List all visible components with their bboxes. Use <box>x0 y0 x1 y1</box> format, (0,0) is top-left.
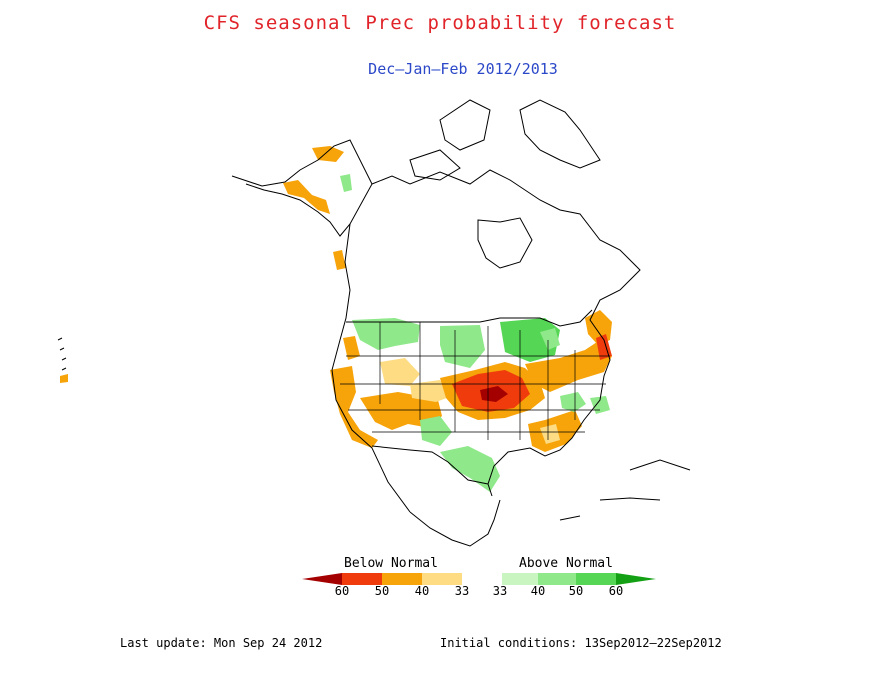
legend-swatch-above-40 <box>538 573 576 585</box>
hudson-bay <box>477 217 533 269</box>
shade-great-lakes-green <box>500 318 560 362</box>
map-outlines <box>57 99 691 547</box>
legend-tick: 33 <box>454 584 470 598</box>
map-title: CFS seasonal Prec probability forecast <box>203 12 677 34</box>
map-subtitle: Dec–Jan–Feb 2012/2013 <box>368 60 558 78</box>
legend-swatch-below-33 <box>422 573 462 585</box>
north-east-coast <box>371 169 641 497</box>
legend-tick: 40 <box>414 584 430 598</box>
shade-great-basin <box>380 358 420 386</box>
legend-tick: 40 <box>530 584 546 598</box>
legend-swatch-below-50 <box>342 573 382 585</box>
legend-below-normal-label: Below Normal <box>344 556 438 571</box>
shade-new-mexico-green <box>420 416 452 446</box>
shade-alaska-green <box>340 174 352 192</box>
shade-oregon <box>343 336 360 360</box>
state-lines <box>340 322 610 440</box>
us-mexico-border <box>371 445 489 485</box>
legend-tick: 60 <box>334 584 350 598</box>
probability-shading <box>60 146 612 492</box>
legend-swatch-normal-a <box>462 573 502 585</box>
legend-tick: 50 <box>374 584 390 598</box>
west-coast <box>331 223 411 513</box>
legend-tick: 60 <box>608 584 624 598</box>
shade-michigan-green <box>540 328 560 350</box>
legend-swatch-above-33 <box>502 573 538 585</box>
hawaii-outline <box>57 337 67 371</box>
legend-colorbar <box>302 573 656 585</box>
alaska-outline <box>231 139 373 237</box>
shade-california <box>330 366 378 448</box>
shade-northwest-green <box>352 318 420 350</box>
shade-hawaii <box>60 374 68 383</box>
legend-swatch-below-60-arrow <box>302 573 342 585</box>
last-update-text: Last update: Mon Sep 24 2012 <box>120 636 323 650</box>
us-canada-border <box>346 309 593 327</box>
initial-conditions-text: Initial conditions: 13Sep2012–22Sep2012 <box>440 636 722 650</box>
shade-plains-darkred <box>480 386 508 402</box>
arctic-island-2 <box>439 99 491 151</box>
shade-appalachia-green <box>560 392 586 412</box>
legend-tick: 50 <box>568 584 584 598</box>
shade-alaska-south <box>283 180 330 214</box>
arctic-island <box>519 99 601 169</box>
shade-colorado-light <box>410 380 452 402</box>
mexico-caribbean <box>409 459 691 547</box>
legend-swatch-above-50 <box>576 573 616 585</box>
shade-ohio-valley <box>525 340 612 392</box>
shade-alaska-north <box>312 146 344 162</box>
shade-dakotas-green <box>440 325 485 368</box>
shade-bc-coast <box>333 250 346 270</box>
legend-swatch-above-60-arrow <box>616 573 656 585</box>
legend-swatch-below-40 <box>382 573 422 585</box>
shade-carolina-green <box>590 396 610 414</box>
legend-above-normal-label: Above Normal <box>519 556 613 571</box>
legend-tick: 33 <box>492 584 508 598</box>
arctic-island-3 <box>409 149 461 181</box>
shade-gulf-light <box>540 424 560 444</box>
shade-texas-green <box>440 446 500 492</box>
